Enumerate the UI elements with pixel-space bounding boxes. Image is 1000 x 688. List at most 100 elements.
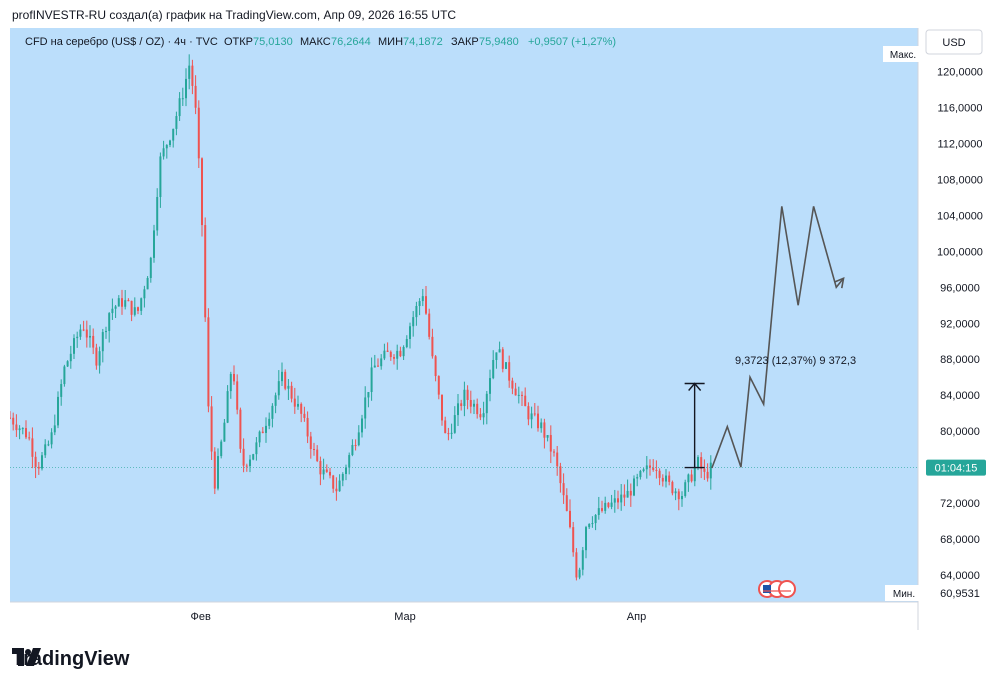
candle-body: [185, 78, 187, 99]
event-flags[interactable]: [758, 580, 796, 598]
candle-body: [300, 403, 303, 414]
candle-body: [633, 478, 635, 496]
candle-body: [12, 417, 15, 425]
candle-body: [287, 385, 290, 389]
event-flag-icon[interactable]: [778, 580, 796, 598]
candle-body: [453, 415, 456, 433]
x-ticks-group: Фев Мар Апр: [191, 611, 647, 623]
candle-body: [258, 431, 261, 443]
candle-body: [473, 403, 475, 407]
candle-body: [50, 432, 53, 445]
candle-body: [687, 474, 690, 483]
candle-body: [290, 385, 293, 399]
candle-body: [338, 480, 341, 492]
candle-body: [34, 456, 37, 467]
candle-body: [249, 459, 251, 467]
candle-body: [661, 477, 664, 482]
tradingview-logo-icon: [12, 648, 41, 666]
candle-body: [178, 98, 181, 117]
time-axis-panel[interactable]: [10, 602, 918, 630]
candle-body: [236, 381, 239, 410]
candle-body: [425, 296, 427, 314]
candle-body: [92, 335, 95, 348]
chart-frame[interactable]: 64,000068,000072,000076,000080,000084,00…: [10, 28, 990, 630]
candle-body: [319, 461, 322, 475]
candle-body: [322, 469, 325, 475]
candle-body: [69, 353, 72, 362]
candle-body: [303, 413, 306, 418]
candle-body: [41, 455, 43, 469]
candle-body: [124, 300, 127, 307]
candle-body: [354, 445, 357, 447]
candle-body: [508, 362, 511, 381]
candle-body: [172, 128, 175, 141]
candle-body: [95, 347, 98, 366]
y-tick-label: 68,0000: [940, 534, 980, 546]
candle-body: [63, 366, 66, 385]
candle-body: [418, 301, 421, 306]
candle-body: [229, 373, 232, 392]
candle-body: [146, 277, 149, 290]
tradingview-logo[interactable]: TradingView: [12, 648, 129, 671]
x-tick-label: Фев: [191, 611, 211, 623]
candle-body: [601, 508, 603, 511]
candle-body: [559, 466, 562, 484]
candle-body: [498, 349, 501, 353]
candle-body: [537, 413, 539, 429]
candle-body: [393, 357, 395, 359]
currency-button[interactable]: [925, 29, 983, 55]
candle-body: [533, 413, 536, 415]
candle-body: [521, 394, 523, 396]
candle-body: [255, 442, 258, 455]
candle-body: [396, 350, 399, 359]
y-tick-label: 64,0000: [940, 570, 980, 582]
current-time-label: 01:04:15: [935, 463, 978, 475]
candle-body: [655, 469, 658, 471]
y-tick-label: 80,0000: [940, 426, 980, 438]
max-label: Макс.: [890, 50, 916, 61]
candle-body: [380, 358, 383, 367]
projection-arrowhead: [833, 276, 845, 289]
candle-body: [117, 298, 120, 307]
y-tick-label: 100,0000: [937, 246, 983, 258]
candle-body: [194, 85, 197, 108]
candle-body: [540, 422, 543, 429]
candle-body: [309, 436, 312, 450]
candlestick-chart[interactable]: 64,000068,000072,000076,000080,000084,00…: [10, 28, 990, 630]
y-tick-label: 84,0000: [940, 390, 980, 402]
price-axis-panel[interactable]: [918, 28, 990, 630]
candle-body: [121, 298, 123, 307]
candle-body: [415, 305, 418, 318]
candle-body: [153, 230, 155, 258]
candle-body: [207, 317, 210, 407]
y-tick-label: 72,0000: [940, 498, 980, 510]
candle-body: [607, 502, 610, 507]
candle-body: [348, 455, 351, 468]
y-tick-label: 116,0000: [937, 102, 982, 114]
legend-close-value: 75,9480: [479, 36, 519, 48]
candle-body: [233, 373, 235, 382]
candle-body: [252, 454, 255, 460]
candle-body: [127, 300, 130, 302]
candle-body: [428, 313, 431, 337]
candle-body: [332, 475, 335, 489]
candle-body: [575, 552, 578, 578]
candle-body: [543, 422, 546, 438]
candle-body: [239, 409, 242, 449]
candle-body: [665, 475, 667, 482]
candle-body: [556, 452, 559, 467]
y-tick-label: 112,0000: [937, 138, 982, 150]
projection-path: [711, 206, 845, 469]
x-tick-label: Апр: [627, 611, 646, 623]
y-ticks-group: 64,000068,000072,000076,000080,000084,00…: [937, 66, 983, 582]
candle-body: [204, 225, 207, 318]
candle-body: [28, 437, 31, 439]
candle-body: [553, 451, 555, 453]
candle-body: [37, 466, 40, 469]
candle-body: [18, 428, 21, 431]
candle-body: [130, 300, 133, 315]
candle-body: [565, 495, 568, 511]
candle-body: [690, 474, 693, 482]
candle-body: [642, 469, 645, 471]
max-label-box: [883, 46, 923, 62]
